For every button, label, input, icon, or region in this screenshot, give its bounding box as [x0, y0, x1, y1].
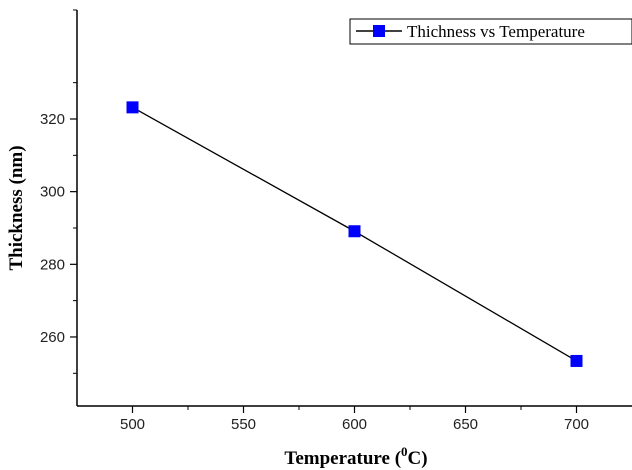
- x-tick-label: 500: [120, 416, 145, 433]
- y-tick-label: 280: [40, 256, 65, 273]
- legend-label: Thichness vs Temperature: [407, 22, 585, 41]
- data-point: [348, 225, 361, 238]
- y-tick-label: 300: [40, 184, 65, 201]
- y-axis-title: Thickness (nm): [6, 145, 27, 270]
- x-axis-title: Temperature (0C): [284, 444, 427, 469]
- y-tick-label: 260: [40, 329, 65, 346]
- x-tick-label: 700: [564, 416, 589, 433]
- plot-area: 500 550 600 650 700 260 280 300 320: [40, 9, 632, 433]
- x-axis-title-suffix: C): [408, 448, 428, 469]
- data-point: [126, 101, 139, 114]
- legend: Thichness vs Temperature: [349, 18, 632, 45]
- data-point: [570, 354, 583, 367]
- legend-marker: [373, 25, 385, 37]
- x-ticks: 500 550 600 650 700: [120, 406, 589, 433]
- y-ticks: 260 280 300 320: [40, 9, 77, 374]
- x-axis-title-superscript: 0: [401, 444, 408, 459]
- x-axis-title-main: Temperature (: [284, 448, 401, 469]
- series-layer: [126, 101, 583, 367]
- x-tick-label: 550: [231, 416, 256, 433]
- x-tick-label: 600: [342, 416, 367, 433]
- x-tick-label: 650: [453, 416, 478, 433]
- y-tick-label: 320: [40, 111, 65, 128]
